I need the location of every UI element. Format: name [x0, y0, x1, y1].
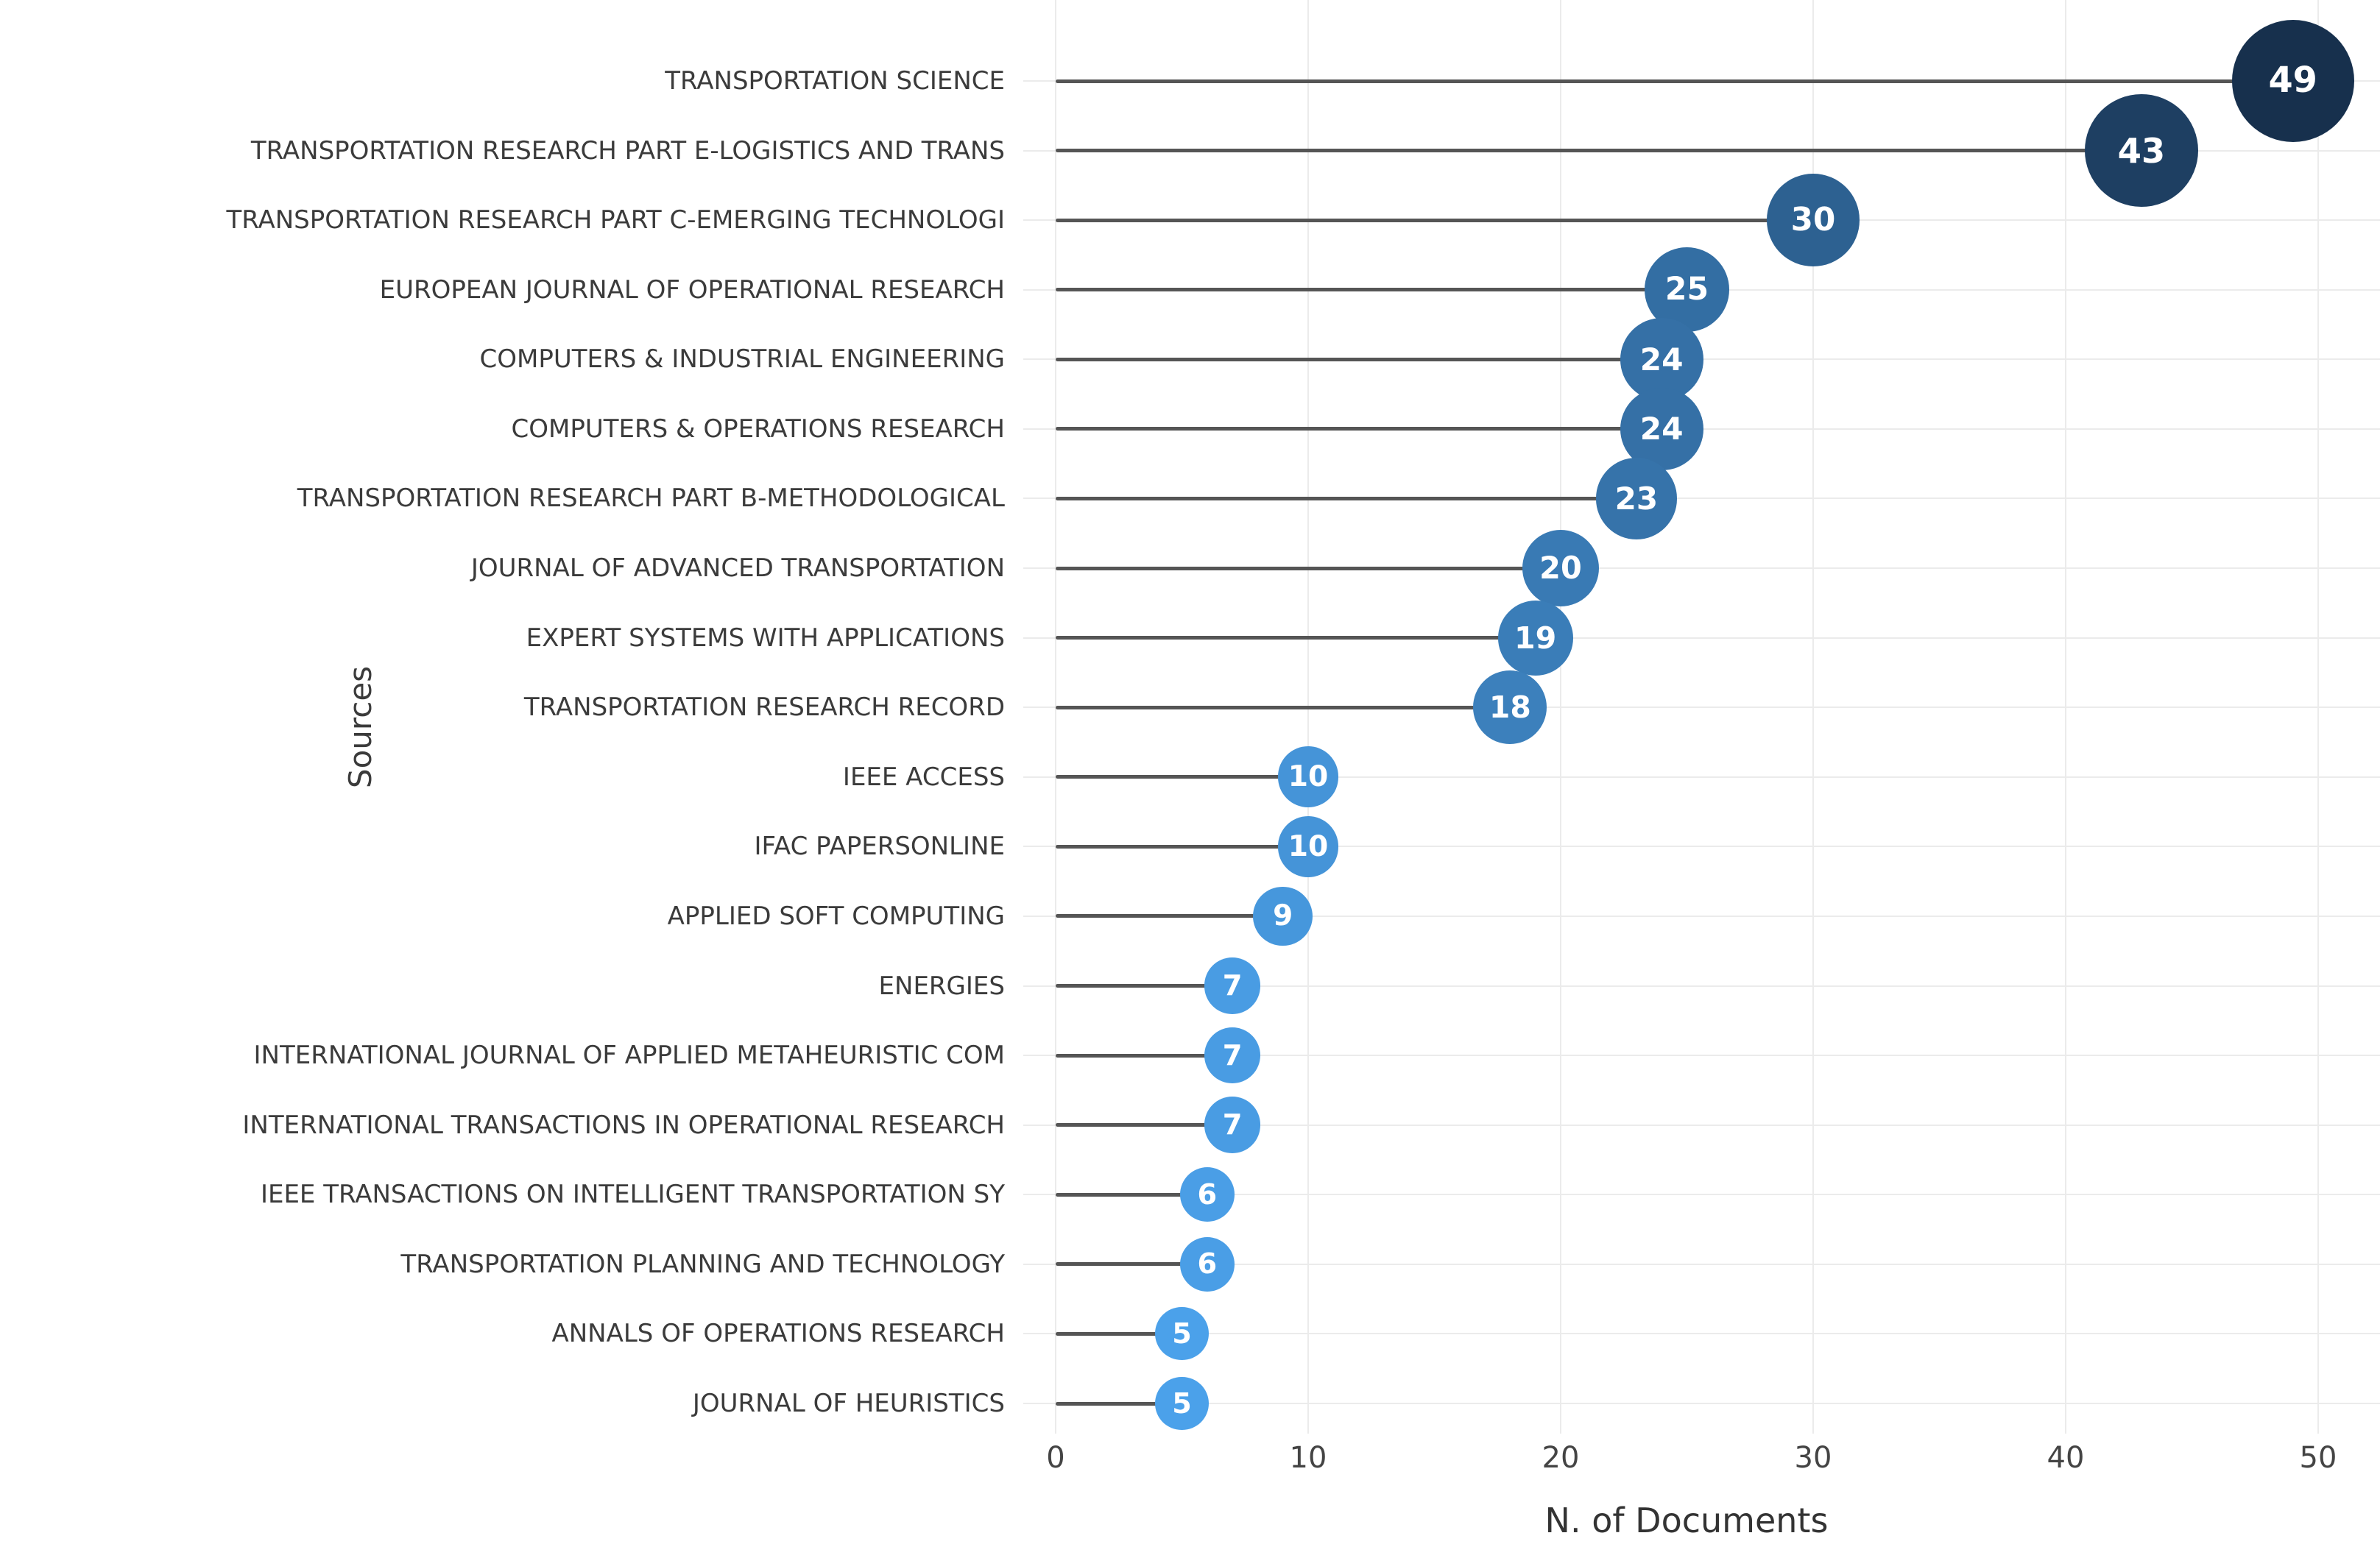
y-gridline: [1023, 846, 2380, 848]
lollipop-stem: [1056, 1123, 1233, 1127]
lollipop-stem: [1056, 149, 2141, 153]
y-gridline: [1023, 1194, 2380, 1196]
category-label: TRANSPORTATION PLANNING AND TECHNOLOGY: [400, 1249, 1005, 1279]
category-label: IEEE TRANSACTIONS ON INTELLIGENT TRANSPO…: [260, 1180, 1005, 1210]
lollipop-stem: [1056, 775, 1308, 779]
y-gridline: [1023, 985, 2380, 987]
lollipop-stem: [1056, 496, 1636, 500]
x-tick-label: 30: [1794, 1441, 1832, 1475]
y-gridline: [1023, 1333, 2380, 1335]
x-gridline: [1812, 0, 1814, 1434]
lollipop-stem: [1056, 218, 1813, 222]
lollipop-stem: [1056, 288, 1687, 292]
lollipop-stem: [1056, 844, 1308, 849]
y-gridline: [1023, 1403, 2380, 1404]
lollipop-stem: [1056, 1053, 1233, 1058]
category-label: INTERNATIONAL JOURNAL OF APPLIED METAHEU…: [253, 1041, 1005, 1071]
x-tick-label: 10: [1289, 1441, 1327, 1475]
y-gridline: [1023, 1124, 2380, 1126]
lollipop-stem: [1056, 1262, 1207, 1267]
data-point-bubble[interactable]: 5: [1155, 1376, 1209, 1431]
category-label: TRANSPORTATION RESEARCH RECORD: [523, 693, 1005, 723]
x-tick-label: 0: [1046, 1441, 1065, 1475]
x-gridline: [1560, 0, 1561, 1434]
y-gridline: [1023, 1055, 2380, 1057]
data-point-bubble[interactable]: 6: [1179, 1167, 1235, 1222]
category-label: IEEE ACCESS: [842, 762, 1005, 792]
y-gridline: [1023, 915, 2380, 917]
x-gridline: [1307, 0, 1309, 1434]
category-label: EXPERT SYSTEMS WITH APPLICATIONS: [526, 623, 1005, 653]
lollipop-stem: [1056, 1331, 1182, 1336]
y-gridline: [1023, 637, 2380, 639]
data-point-bubble[interactable]: 49: [2231, 19, 2354, 143]
y-gridline: [1023, 498, 2380, 500]
data-point-bubble[interactable]: 10: [1277, 815, 1339, 877]
category-label: TRANSPORTATION SCIENCE: [665, 66, 1005, 96]
data-point-bubble[interactable]: 5: [1155, 1307, 1209, 1361]
x-gridline: [1055, 0, 1056, 1434]
category-label: ENERGIES: [878, 971, 1005, 1001]
data-point-bubble[interactable]: 23: [1595, 458, 1678, 539]
x-tick-label: 40: [2047, 1441, 2085, 1475]
category-label: COMPUTERS & OPERATIONS RESEARCH: [511, 414, 1005, 444]
lollipop-stem: [1056, 1192, 1207, 1197]
lollipop-stem: [1056, 357, 1662, 361]
data-point-bubble[interactable]: 24: [1620, 387, 1703, 471]
lollipop-stem: [1056, 984, 1233, 988]
x-axis-title: N. of Documents: [1544, 1501, 1829, 1540]
data-point-bubble[interactable]: 6: [1179, 1236, 1235, 1292]
category-label: TRANSPORTATION RESEARCH PART E-LOGISTICS…: [250, 135, 1005, 166]
category-label: ANNALS OF OPERATIONS RESEARCH: [551, 1319, 1005, 1349]
lollipop-stem: [1056, 636, 1536, 640]
lollipop-stem: [1056, 79, 2293, 83]
lollipop-stem: [1056, 566, 1561, 570]
category-label: JOURNAL OF HEURISTICS: [692, 1389, 1005, 1418]
category-label: COMPUTERS & INDUSTRIAL ENGINEERING: [479, 344, 1005, 375]
y-gridline: [1023, 776, 2380, 778]
data-point-bubble[interactable]: 10: [1277, 746, 1339, 808]
data-point-bubble[interactable]: 7: [1204, 957, 1261, 1014]
y-gridline: [1023, 707, 2380, 709]
x-tick-label: 20: [1542, 1441, 1580, 1475]
data-point-bubble[interactable]: 7: [1204, 1097, 1261, 1153]
x-gridline: [2317, 0, 2319, 1434]
data-point-bubble[interactable]: 19: [1497, 600, 1573, 676]
data-point-bubble[interactable]: 18: [1473, 670, 1547, 745]
lollipop-stem: [1056, 1401, 1182, 1406]
data-point-bubble[interactable]: 9: [1253, 886, 1313, 946]
y-gridline: [1023, 567, 2380, 570]
lollipop-stem: [1056, 914, 1283, 918]
y-gridline: [1023, 1263, 2380, 1265]
lollipop-stem: [1056, 427, 1662, 431]
category-label: IFAC PAPERSONLINE: [754, 832, 1005, 862]
data-point-bubble[interactable]: 20: [1522, 529, 1600, 607]
category-label: TRANSPORTATION RESEARCH PART B-METHODOLO…: [297, 484, 1005, 514]
data-point-bubble[interactable]: 7: [1204, 1027, 1261, 1084]
data-point-bubble[interactable]: 43: [2085, 93, 2198, 208]
data-point-bubble[interactable]: 30: [1767, 174, 1860, 266]
lollipop-stem: [1056, 705, 1511, 709]
x-tick-label: 50: [2299, 1441, 2337, 1475]
category-label: EUROPEAN JOURNAL OF OPERATIONAL RESEARCH: [379, 275, 1005, 305]
category-label: APPLIED SOFT COMPUTING: [667, 901, 1005, 931]
data-point-bubble[interactable]: 24: [1620, 317, 1703, 401]
x-gridline: [2065, 0, 2066, 1434]
category-label: TRANSPORTATION RESEARCH PART C-EMERGING …: [226, 205, 1005, 236]
category-label: INTERNATIONAL TRANSACTIONS IN OPERATIONA…: [242, 1110, 1005, 1140]
category-label: JOURNAL OF ADVANCED TRANSPORTATION: [470, 553, 1005, 584]
